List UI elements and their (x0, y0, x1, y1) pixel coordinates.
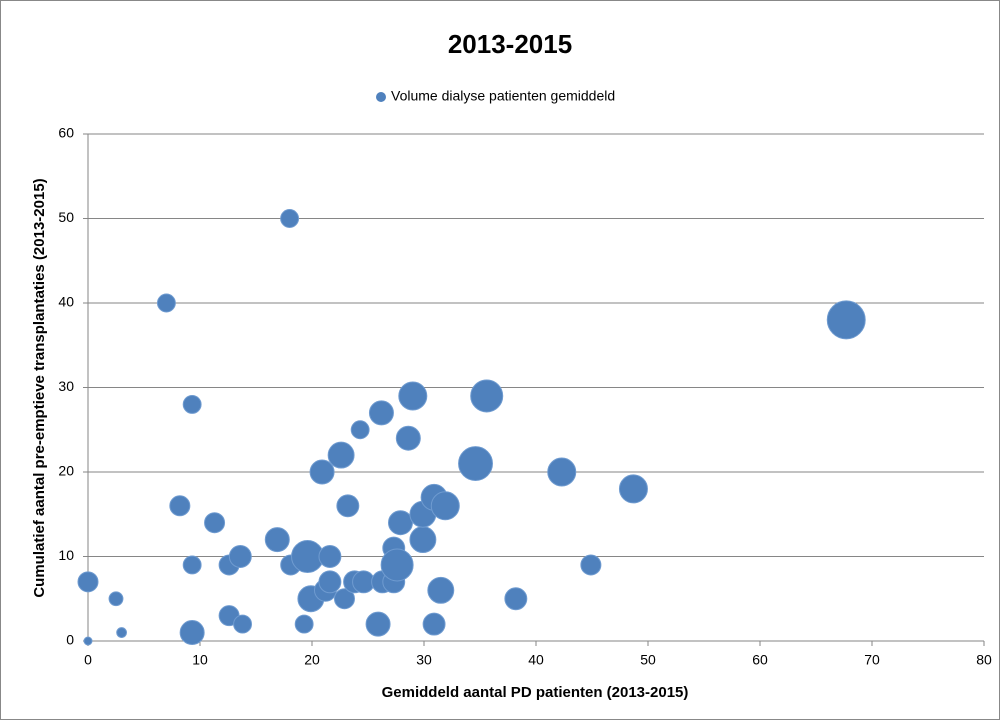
bubble (333, 588, 355, 610)
bubble (327, 441, 355, 469)
bubble (336, 494, 360, 518)
bubble (380, 548, 414, 582)
chart-title: 2013-2015 (448, 29, 572, 59)
y-axis-label: Cumulatief aantal pre-emptieve transplan… (31, 178, 48, 597)
bubble (169, 495, 191, 517)
y-tick-label: 40 (58, 294, 74, 310)
bubble (182, 394, 202, 414)
bubble (409, 526, 437, 554)
bubble (156, 293, 176, 313)
bubble (427, 576, 455, 604)
bubble (83, 636, 93, 646)
bubble (318, 545, 342, 568)
legend-marker (376, 92, 386, 102)
bubble (350, 420, 370, 440)
x-tick-label: 10 (192, 652, 208, 668)
bubble (108, 591, 124, 607)
bubble (77, 571, 99, 593)
bubble (618, 474, 648, 504)
bubble (264, 527, 290, 553)
bubble (294, 614, 314, 634)
bubble (504, 587, 528, 611)
bubble (395, 425, 421, 451)
y-tick-label: 20 (58, 463, 74, 479)
bubble (182, 555, 202, 575)
x-tick-label: 0 (84, 652, 92, 668)
bubble (580, 554, 602, 576)
bubble (365, 611, 391, 637)
y-tick-label: 60 (58, 125, 74, 141)
bubble (387, 510, 413, 536)
x-tick-label: 30 (416, 652, 432, 668)
x-tick-label: 80 (976, 652, 992, 668)
bubble (458, 446, 493, 482)
bubble (233, 614, 253, 634)
bubble (398, 381, 428, 411)
bubble (116, 627, 127, 638)
bubble (826, 300, 866, 340)
bubble (280, 209, 300, 228)
bubble (318, 570, 342, 594)
bubble (547, 457, 577, 487)
y-tick-label: 30 (58, 378, 74, 394)
y-tick-label: 50 (58, 209, 74, 225)
bubble (204, 512, 226, 534)
x-tick-label: 50 (640, 652, 656, 668)
y-tick-label: 0 (66, 632, 74, 648)
y-tick-label: 10 (58, 547, 74, 563)
bubble (430, 491, 460, 521)
x-tick-label: 60 (752, 652, 768, 668)
legend-label: Volume dialyse patienten gemiddeld (391, 88, 615, 104)
bubble (470, 379, 504, 413)
bubble (309, 459, 335, 485)
bubble (228, 545, 252, 568)
x-axis-label: Gemiddeld aantal PD patienten (2013-2015… (382, 684, 689, 701)
x-tick-label: 70 (864, 652, 880, 668)
x-tick-label: 40 (528, 652, 544, 668)
x-tick-label: 20 (304, 652, 320, 668)
bubble (179, 620, 205, 646)
bubble (368, 400, 394, 426)
bubble (422, 612, 446, 636)
